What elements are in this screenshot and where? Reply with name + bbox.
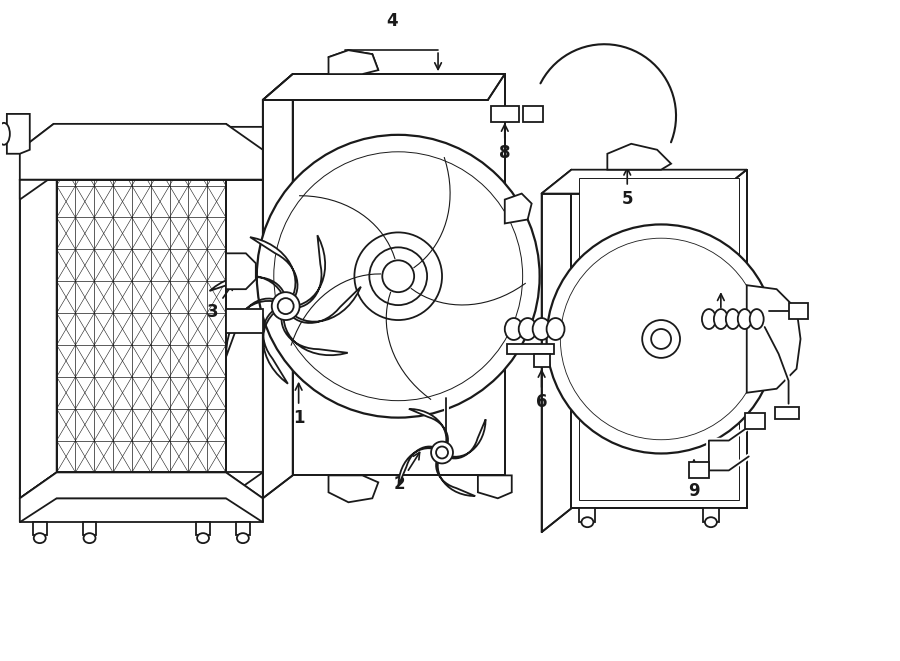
Text: 9: 9 xyxy=(688,460,700,500)
Polygon shape xyxy=(788,303,808,319)
Ellipse shape xyxy=(702,309,716,329)
Polygon shape xyxy=(542,170,572,532)
Ellipse shape xyxy=(546,318,564,340)
Ellipse shape xyxy=(0,123,10,145)
Polygon shape xyxy=(196,522,210,535)
Ellipse shape xyxy=(431,442,453,463)
Polygon shape xyxy=(289,287,361,323)
Ellipse shape xyxy=(725,309,740,329)
Polygon shape xyxy=(689,463,709,479)
Ellipse shape xyxy=(533,318,551,340)
Polygon shape xyxy=(399,447,437,486)
Polygon shape xyxy=(292,74,505,475)
Polygon shape xyxy=(542,170,747,194)
Text: 2: 2 xyxy=(393,452,419,493)
Ellipse shape xyxy=(34,533,46,543)
Polygon shape xyxy=(523,106,543,122)
Polygon shape xyxy=(505,194,532,223)
Polygon shape xyxy=(83,522,96,535)
Ellipse shape xyxy=(581,517,593,527)
Ellipse shape xyxy=(738,309,752,329)
Text: 1: 1 xyxy=(292,383,304,426)
Ellipse shape xyxy=(643,320,680,358)
Ellipse shape xyxy=(750,309,764,329)
Polygon shape xyxy=(210,276,285,298)
Polygon shape xyxy=(226,299,279,356)
Polygon shape xyxy=(580,508,596,522)
Polygon shape xyxy=(478,475,512,498)
Polygon shape xyxy=(436,457,475,496)
Ellipse shape xyxy=(705,517,717,527)
Ellipse shape xyxy=(382,260,414,292)
Polygon shape xyxy=(226,154,263,498)
Polygon shape xyxy=(20,124,263,180)
Ellipse shape xyxy=(505,318,523,340)
Polygon shape xyxy=(775,407,798,418)
Ellipse shape xyxy=(274,152,523,401)
Polygon shape xyxy=(20,473,263,522)
Polygon shape xyxy=(293,235,325,308)
Ellipse shape xyxy=(355,233,442,320)
Text: 4: 4 xyxy=(386,13,398,30)
Polygon shape xyxy=(0,114,30,154)
Polygon shape xyxy=(263,308,288,384)
Polygon shape xyxy=(32,522,47,535)
Ellipse shape xyxy=(436,447,448,459)
Ellipse shape xyxy=(714,309,728,329)
Polygon shape xyxy=(236,522,250,535)
Ellipse shape xyxy=(518,318,536,340)
Polygon shape xyxy=(226,309,263,333)
Ellipse shape xyxy=(84,533,95,543)
Text: 6: 6 xyxy=(536,371,547,410)
Polygon shape xyxy=(20,127,263,200)
Polygon shape xyxy=(20,154,263,180)
Polygon shape xyxy=(282,313,347,355)
Ellipse shape xyxy=(546,225,776,453)
Ellipse shape xyxy=(278,298,293,314)
Ellipse shape xyxy=(652,329,671,349)
Ellipse shape xyxy=(197,533,209,543)
Polygon shape xyxy=(446,419,486,459)
Polygon shape xyxy=(491,106,518,122)
Polygon shape xyxy=(263,74,505,100)
Polygon shape xyxy=(409,409,448,448)
Polygon shape xyxy=(747,285,800,393)
Polygon shape xyxy=(534,354,550,367)
Polygon shape xyxy=(572,170,747,508)
Polygon shape xyxy=(703,508,719,522)
Polygon shape xyxy=(608,144,671,170)
Polygon shape xyxy=(20,154,57,498)
Polygon shape xyxy=(580,178,739,500)
Polygon shape xyxy=(328,475,378,502)
Polygon shape xyxy=(263,74,293,498)
Ellipse shape xyxy=(237,533,248,543)
Polygon shape xyxy=(226,253,256,289)
Polygon shape xyxy=(250,237,298,301)
Ellipse shape xyxy=(272,292,300,320)
Polygon shape xyxy=(57,154,226,473)
Polygon shape xyxy=(745,412,765,428)
Text: 8: 8 xyxy=(499,124,510,162)
Text: 7: 7 xyxy=(715,294,726,331)
Text: 5: 5 xyxy=(622,169,633,208)
Polygon shape xyxy=(328,50,378,74)
Ellipse shape xyxy=(256,135,540,418)
Text: 3: 3 xyxy=(207,283,233,321)
Polygon shape xyxy=(20,473,263,498)
Polygon shape xyxy=(507,344,554,354)
Ellipse shape xyxy=(369,247,428,305)
Ellipse shape xyxy=(561,238,762,440)
